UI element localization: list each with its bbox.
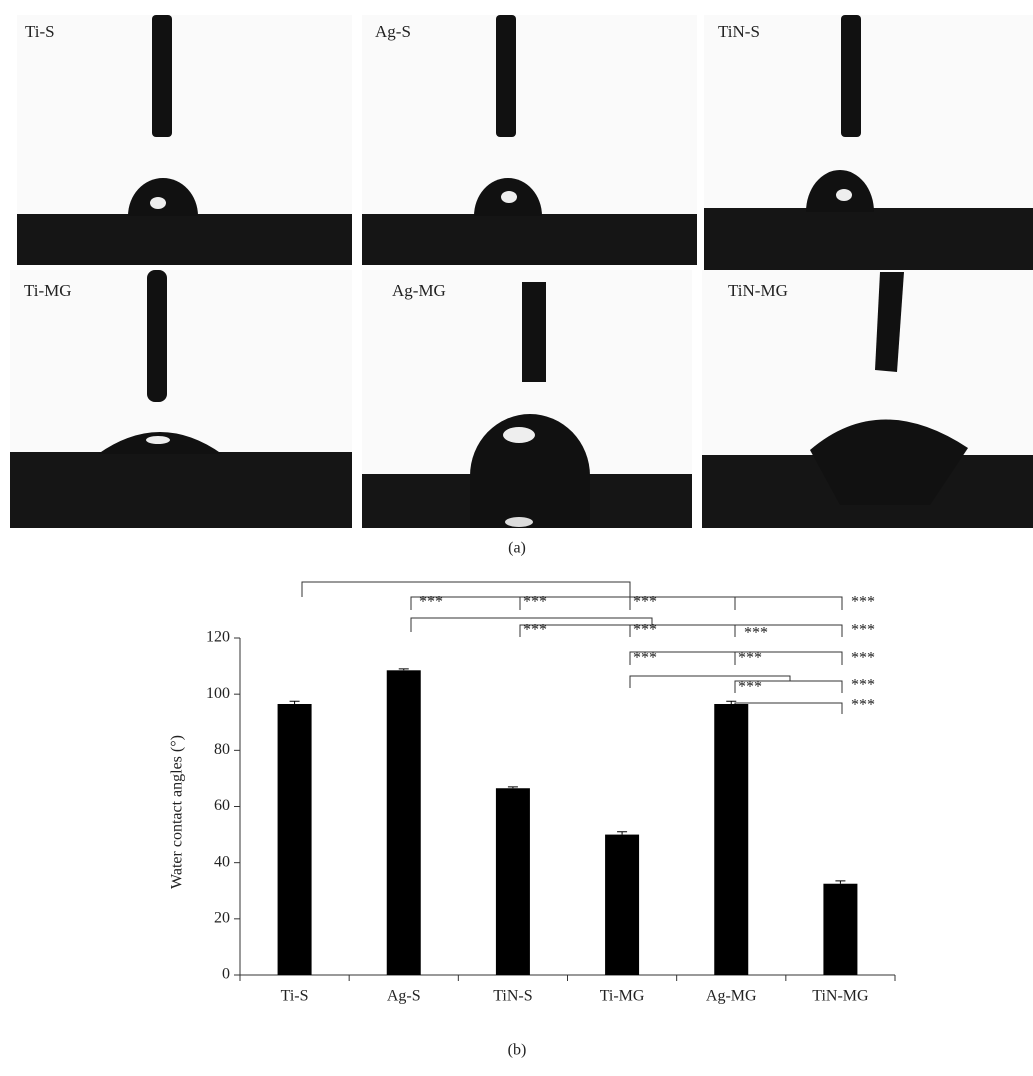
photo (702, 270, 1033, 528)
x-tick-label: TiN-MG (812, 988, 869, 1005)
photo-label: Ti-MG (24, 281, 72, 300)
bar (495, 788, 530, 975)
significance-label: *** (738, 679, 762, 696)
error-bar (726, 700, 737, 704)
photo-label: Ag-MG (392, 281, 446, 300)
photo-label: Ag-S (375, 22, 411, 41)
x-tick-label: Ag-S (387, 988, 421, 1005)
photo-panel: Ti-S Ag-S TiN-S Ti-MG Ag-MG TiN-MG (10, 15, 1033, 528)
photo-label: Ti-S (25, 22, 55, 41)
significance-label: *** (419, 594, 443, 611)
significance-label: *** (851, 677, 875, 694)
caption: (b) (508, 1042, 527, 1059)
significance-label: *** (744, 625, 768, 642)
x-tick-label: Ti-MG (600, 988, 645, 1005)
y-tick-label: 120 (206, 629, 230, 646)
error-bar (398, 668, 409, 671)
bar (823, 883, 858, 975)
significance-label: *** (633, 650, 657, 667)
x-tick-label: Ti-S (281, 988, 309, 1005)
photo (704, 15, 1033, 270)
significance-label: *** (633, 594, 657, 611)
bar (714, 703, 749, 975)
significance-brackets (301, 581, 843, 714)
photo (10, 270, 352, 528)
significance-label: *** (633, 622, 657, 639)
y-tick-label: 20 (214, 910, 230, 927)
significance-label: *** (523, 594, 547, 611)
error-bar (617, 831, 628, 835)
caption: (a) (508, 540, 526, 557)
x-tick-label: TiN-S (493, 988, 532, 1005)
y-axis-label: Water contact angles (°) (169, 735, 186, 889)
y-tick-label: 100 (206, 685, 230, 702)
significance-label: *** (851, 650, 875, 667)
photo-label: TiN-MG (728, 281, 788, 300)
photo (362, 15, 697, 265)
significance-label: *** (851, 594, 875, 611)
error-bar (507, 786, 518, 789)
y-tick-label: 0 (222, 966, 230, 983)
significance-label: *** (851, 622, 875, 639)
bar (605, 834, 640, 975)
significance-label: *** (851, 697, 875, 714)
y-tick-label: 60 (214, 797, 230, 814)
photo (17, 15, 352, 265)
significance-label: *** (523, 622, 547, 639)
photo (362, 270, 692, 528)
bar (386, 670, 421, 975)
error-bar (835, 880, 846, 884)
significance-label: *** (738, 650, 762, 667)
bar (277, 703, 312, 975)
x-tick-label: Ag-MG (706, 988, 757, 1005)
y-tick-label: 40 (214, 853, 230, 870)
y-tick-label: 80 (214, 741, 230, 758)
photo-label: TiN-S (718, 22, 760, 41)
error-bar (289, 700, 300, 704)
